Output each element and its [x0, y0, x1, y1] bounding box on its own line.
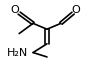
Text: O: O [10, 5, 19, 15]
Text: H₂N: H₂N [7, 48, 28, 58]
Text: O: O [71, 5, 80, 15]
